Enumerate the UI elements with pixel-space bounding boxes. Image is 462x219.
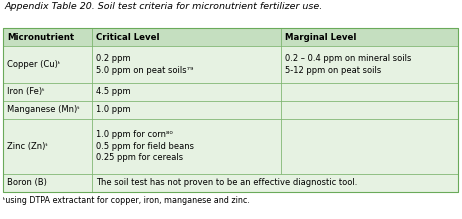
Bar	[3, 28, 458, 192]
Text: ᵗusing DTPA extractant for copper, iron, manganese and zinc.: ᵗusing DTPA extractant for copper, iron,…	[3, 196, 250, 205]
Bar	[92, 46, 280, 83]
Text: 4.5 ppm: 4.5 ppm	[96, 87, 130, 96]
Bar	[3, 119, 92, 174]
Text: Iron (Fe)ᵗ: Iron (Fe)ᵗ	[7, 87, 45, 96]
Text: The soil test has not proven to be an effective diagnostic tool.: The soil test has not proven to be an ef…	[96, 178, 357, 187]
Bar	[280, 46, 458, 83]
Text: Critical Level: Critical Level	[96, 33, 159, 42]
Bar	[92, 28, 280, 46]
Bar	[3, 101, 92, 119]
Text: 0.2 – 0.4 ppm on mineral soils
5-12 ppm on peat soils: 0.2 – 0.4 ppm on mineral soils 5-12 ppm …	[285, 54, 411, 75]
Bar	[3, 46, 92, 83]
Bar	[280, 83, 458, 101]
Bar	[3, 174, 92, 192]
Text: 1.0 ppm: 1.0 ppm	[96, 106, 130, 115]
Bar	[3, 83, 92, 101]
Text: Appendix Table 20. Soil test criteria for micronutrient fertilizer use.: Appendix Table 20. Soil test criteria fo…	[4, 2, 322, 11]
Bar	[280, 119, 458, 174]
Text: Micronutrient: Micronutrient	[7, 33, 74, 42]
Bar	[92, 83, 280, 101]
Text: 0.2 ppm
5.0 ppm on peat soils⁷⁹: 0.2 ppm 5.0 ppm on peat soils⁷⁹	[96, 54, 193, 75]
Bar	[92, 174, 458, 192]
Bar	[280, 101, 458, 119]
Bar	[92, 119, 280, 174]
Text: Zinc (Zn)ᵗ: Zinc (Zn)ᵗ	[7, 142, 48, 151]
Text: Boron (B): Boron (B)	[7, 178, 47, 187]
Text: 1.0 ppm for corn⁸⁰
0.5 ppm for field beans
0.25 ppm for cereals: 1.0 ppm for corn⁸⁰ 0.5 ppm for field bea…	[96, 131, 194, 162]
Bar	[3, 28, 92, 46]
Bar	[280, 28, 458, 46]
Bar	[92, 101, 280, 119]
Text: Manganese (Mn)ᵗ: Manganese (Mn)ᵗ	[7, 106, 80, 115]
Text: Marginal Level: Marginal Level	[285, 33, 356, 42]
Text: Copper (Cu)ᵗ: Copper (Cu)ᵗ	[7, 60, 61, 69]
